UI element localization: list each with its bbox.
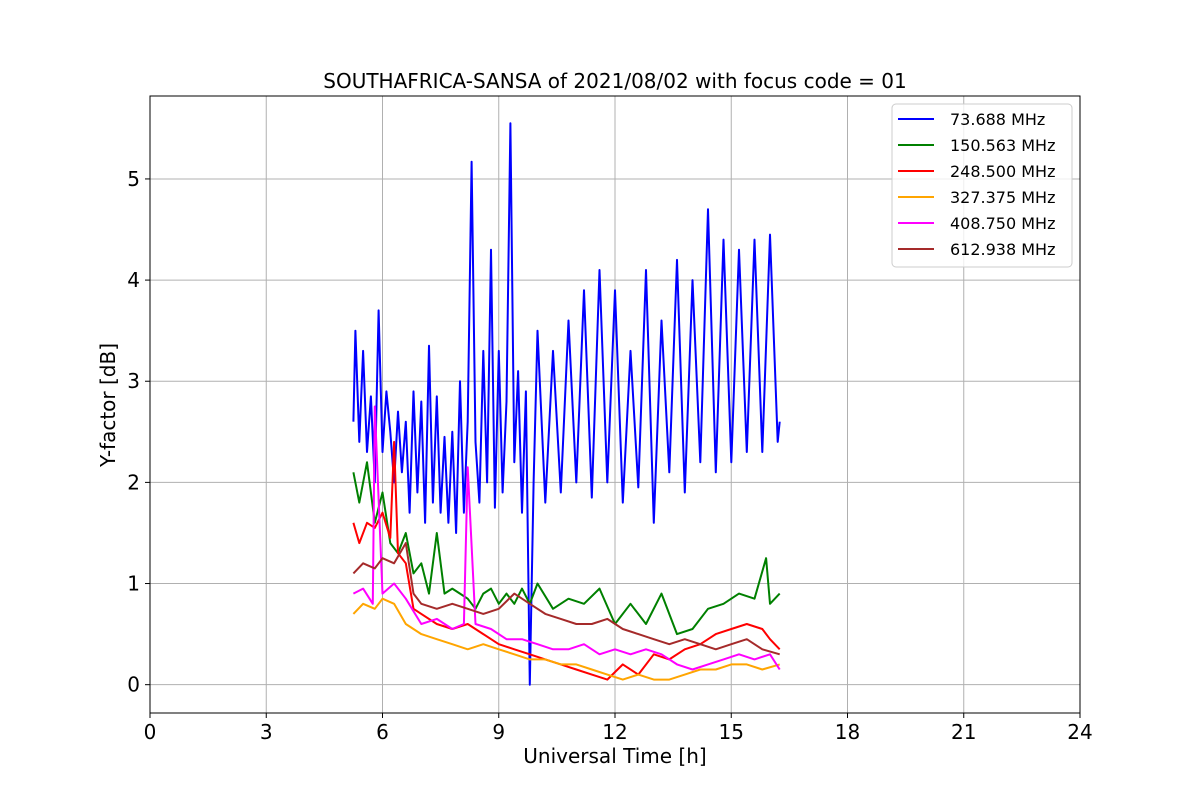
series-line bbox=[352, 440, 781, 681]
data-series bbox=[352, 122, 781, 686]
x-axis-title: Universal Time [h] bbox=[523, 744, 706, 768]
y-tick-label: 4 bbox=[127, 268, 140, 292]
legend-entry-label: 150.563 MHz bbox=[950, 136, 1055, 155]
series-line bbox=[352, 122, 781, 686]
series-line bbox=[352, 405, 781, 671]
x-tick-label: 3 bbox=[260, 720, 273, 744]
y-tick-label: 5 bbox=[127, 167, 140, 191]
legend-entry-label: 248.500 MHz bbox=[950, 162, 1055, 181]
legend-entry-label: 612.938 MHz bbox=[950, 240, 1055, 259]
legend-entry-label: 408.750 MHz bbox=[950, 214, 1055, 233]
y-tick-label: 1 bbox=[127, 572, 140, 596]
x-tick-label: 21 bbox=[951, 720, 976, 744]
legend-box bbox=[891, 103, 1073, 268]
y-tick-label: 0 bbox=[127, 673, 140, 697]
x-tick-label: 15 bbox=[719, 720, 744, 744]
x-tick-label: 18 bbox=[835, 720, 860, 744]
legend-entry-label: 327.375 MHz bbox=[950, 188, 1055, 207]
x-tick-label: 6 bbox=[376, 720, 389, 744]
x-tick-label: 24 bbox=[1067, 720, 1092, 744]
x-tick-label: 9 bbox=[492, 720, 505, 744]
legend: 73.688 MHz 150.563 MHz 248.500 MHz 327.375 … bbox=[891, 103, 1073, 268]
chart-title: SOUTHAFRICA-SANSA of 2021/08/02 with foc… bbox=[323, 69, 907, 93]
x-tick-label: 12 bbox=[602, 720, 627, 744]
series-line bbox=[352, 597, 780, 681]
y-tick-label: 3 bbox=[127, 369, 140, 393]
series-line bbox=[352, 542, 780, 656]
y-axis-title: Y-factor [dB] bbox=[96, 343, 120, 468]
legend-entry-label: 73.688 MHz bbox=[950, 110, 1045, 129]
y-tick-label: 2 bbox=[127, 470, 140, 494]
x-tick-label: 0 bbox=[144, 720, 157, 744]
